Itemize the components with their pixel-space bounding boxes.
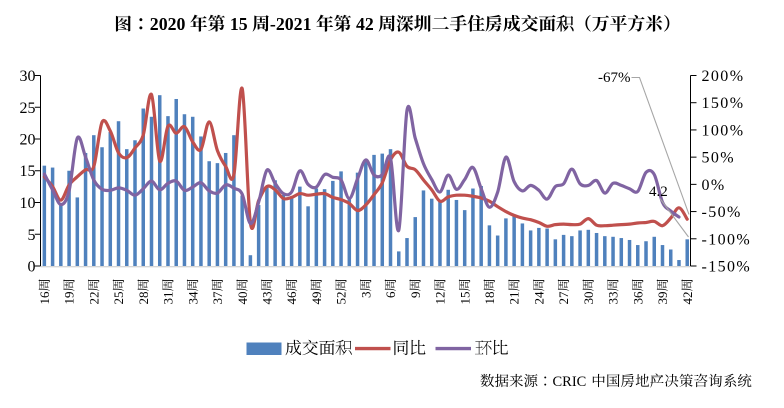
svg-text:0%: 0% [702, 177, 726, 194]
svg-text:50%: 50% [702, 150, 736, 167]
svg-text:19: 19 [62, 292, 77, 305]
svg-text:10: 10 [20, 195, 36, 212]
svg-text:-50%: -50% [702, 204, 742, 221]
svg-text:2021: 2021 [276, 14, 312, 34]
svg-text:18: 18 [482, 292, 497, 305]
svg-text:0: 0 [28, 259, 36, 276]
svg-text:-100%: -100% [702, 231, 752, 248]
svg-text:-150%: -150% [702, 259, 752, 276]
svg-text:16: 16 [37, 291, 52, 305]
svg-text:28: 28 [136, 292, 151, 305]
svg-text:-67%: -67% [598, 70, 631, 86]
svg-text:15: 15 [230, 14, 248, 34]
svg-text:39: 39 [655, 292, 670, 305]
svg-text:31: 31 [161, 292, 176, 305]
svg-text:22: 22 [86, 292, 101, 305]
svg-text:4.2: 4.2 [649, 184, 668, 200]
svg-text:15: 15 [20, 163, 36, 180]
svg-text:30: 30 [581, 292, 596, 305]
svg-text:2020: 2020 [150, 14, 186, 34]
svg-text:20: 20 [20, 132, 36, 149]
svg-text:46: 46 [284, 291, 299, 305]
svg-text:42: 42 [680, 292, 695, 305]
svg-text:200%: 200% [702, 68, 745, 85]
svg-text:34: 34 [185, 291, 200, 305]
svg-text:43: 43 [260, 292, 275, 305]
svg-text:52: 52 [334, 292, 349, 305]
svg-text:30: 30 [20, 68, 36, 85]
svg-text:-: - [270, 14, 276, 34]
svg-text:21: 21 [507, 292, 522, 305]
svg-text:25: 25 [20, 100, 36, 117]
svg-text:33: 33 [606, 292, 621, 305]
svg-text:27: 27 [556, 291, 571, 305]
svg-text:3: 3 [358, 292, 373, 299]
svg-text:5: 5 [28, 227, 36, 244]
svg-text:150%: 150% [702, 95, 745, 112]
svg-text:42: 42 [356, 14, 374, 34]
svg-text:25: 25 [111, 292, 126, 305]
svg-text:CRIC: CRIC [553, 374, 587, 390]
svg-text:9: 9 [408, 292, 423, 299]
svg-text:24: 24 [532, 291, 547, 305]
svg-text:40: 40 [235, 292, 250, 305]
svg-text:100%: 100% [702, 122, 745, 139]
svg-text:6: 6 [383, 291, 398, 298]
svg-text:12: 12 [433, 292, 448, 305]
svg-text:15: 15 [457, 292, 472, 305]
svg-text:36: 36 [630, 291, 645, 305]
svg-text:49: 49 [309, 292, 324, 305]
svg-text:37: 37 [210, 291, 225, 305]
